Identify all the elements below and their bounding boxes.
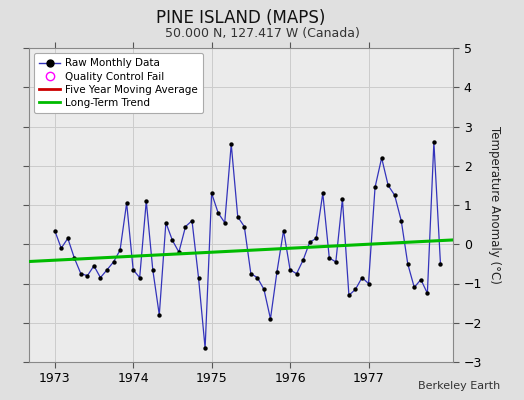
Point bbox=[417, 276, 425, 283]
Point bbox=[273, 268, 281, 275]
Point bbox=[247, 270, 255, 277]
Point bbox=[116, 247, 124, 253]
Point bbox=[174, 249, 183, 255]
Point bbox=[390, 192, 399, 198]
Point bbox=[325, 255, 333, 261]
Point bbox=[319, 190, 327, 196]
Point bbox=[194, 274, 203, 281]
Point bbox=[403, 261, 412, 267]
Point bbox=[430, 139, 438, 145]
Point bbox=[168, 237, 177, 244]
Point bbox=[155, 312, 163, 318]
Point bbox=[103, 266, 111, 273]
Point bbox=[371, 184, 379, 190]
Point bbox=[214, 210, 222, 216]
Point bbox=[338, 196, 346, 202]
Point bbox=[110, 259, 118, 265]
Point bbox=[299, 257, 308, 263]
Text: Berkeley Earth: Berkeley Earth bbox=[418, 381, 500, 391]
Point bbox=[345, 292, 353, 298]
Y-axis label: Temperature Anomaly (°C): Temperature Anomaly (°C) bbox=[488, 126, 501, 284]
Point bbox=[384, 182, 392, 188]
Point bbox=[266, 316, 275, 322]
Point bbox=[332, 259, 340, 265]
Point bbox=[227, 141, 235, 147]
Title: PINE ISLAND (MAPS): PINE ISLAND (MAPS) bbox=[156, 9, 326, 27]
Point bbox=[234, 214, 242, 220]
Text: 50.000 N, 127.417 W (Canada): 50.000 N, 127.417 W (Canada) bbox=[165, 28, 359, 40]
Point bbox=[364, 280, 373, 287]
Point bbox=[351, 286, 359, 292]
Point bbox=[70, 255, 79, 261]
Point bbox=[292, 270, 301, 277]
Point bbox=[90, 263, 98, 269]
Point bbox=[149, 266, 157, 273]
Point bbox=[240, 223, 248, 230]
Point bbox=[286, 266, 294, 273]
Point bbox=[423, 290, 432, 296]
Point bbox=[312, 235, 320, 242]
Point bbox=[201, 345, 209, 352]
Point bbox=[410, 284, 419, 291]
Point bbox=[305, 239, 314, 246]
Point bbox=[57, 245, 66, 251]
Legend: Raw Monthly Data, Quality Control Fail, Five Year Moving Average, Long-Term Tren: Raw Monthly Data, Quality Control Fail, … bbox=[34, 53, 203, 113]
Point bbox=[77, 270, 85, 277]
Point bbox=[96, 274, 105, 281]
Point bbox=[83, 272, 92, 279]
Point bbox=[162, 220, 170, 226]
Point bbox=[188, 218, 196, 224]
Point bbox=[142, 198, 150, 204]
Point bbox=[221, 220, 229, 226]
Point bbox=[63, 235, 72, 242]
Point bbox=[129, 266, 137, 273]
Point bbox=[279, 227, 288, 234]
Point bbox=[50, 227, 59, 234]
Point bbox=[208, 190, 216, 196]
Point bbox=[253, 274, 261, 281]
Point bbox=[397, 218, 406, 224]
Point bbox=[358, 274, 366, 281]
Point bbox=[123, 200, 131, 206]
Point bbox=[136, 274, 144, 281]
Point bbox=[181, 223, 190, 230]
Point bbox=[260, 286, 268, 292]
Point bbox=[436, 261, 445, 267]
Point bbox=[377, 155, 386, 161]
